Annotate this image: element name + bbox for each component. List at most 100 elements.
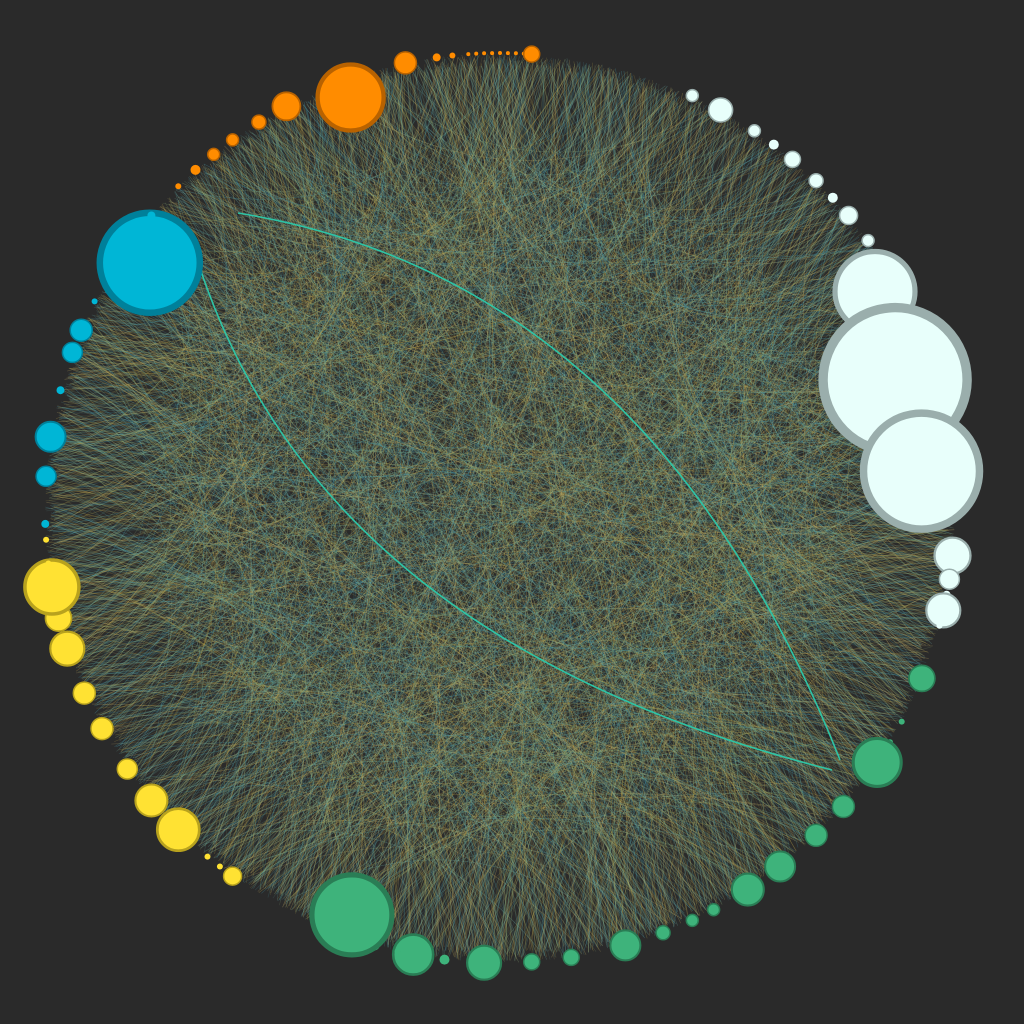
edge <box>102 243 856 710</box>
edge <box>67 391 751 884</box>
edge <box>293 108 909 330</box>
edge <box>54 208 826 528</box>
edge <box>610 107 694 948</box>
edge <box>144 129 741 312</box>
edge <box>755 524 950 822</box>
edge <box>81 62 464 685</box>
edge <box>126 706 863 772</box>
edge <box>57 217 847 489</box>
edge <box>193 311 902 829</box>
edge <box>71 374 200 718</box>
edge <box>184 751 799 843</box>
edge <box>302 778 827 910</box>
edge <box>276 60 487 895</box>
edge <box>652 109 756 877</box>
edge <box>461 56 782 193</box>
edge <box>52 190 814 438</box>
edge <box>295 111 950 556</box>
edge <box>434 301 893 946</box>
edge <box>201 164 677 917</box>
edge <box>61 87 353 592</box>
edge <box>378 66 425 935</box>
edge <box>515 60 898 320</box>
edge <box>175 194 254 862</box>
edge <box>167 197 925 651</box>
edge <box>170 232 863 805</box>
edge <box>155 225 552 947</box>
edge <box>110 647 916 724</box>
edge <box>124 617 933 750</box>
edge <box>224 143 758 259</box>
edge <box>464 307 896 952</box>
edge <box>67 59 547 372</box>
edge <box>125 742 782 850</box>
edge <box>427 71 796 839</box>
edge <box>119 709 623 942</box>
edge <box>48 101 298 488</box>
edge <box>69 628 293 890</box>
edge <box>311 95 793 263</box>
edge <box>146 773 439 950</box>
edge <box>112 342 913 725</box>
edge <box>161 64 600 238</box>
edge <box>54 598 317 915</box>
edge <box>56 60 518 580</box>
edge <box>72 140 266 652</box>
edge <box>446 731 865 959</box>
edge <box>587 69 941 487</box>
edge <box>95 64 591 331</box>
edge <box>88 317 356 931</box>
edge <box>73 378 657 935</box>
edge <box>224 130 330 859</box>
edge <box>321 90 750 172</box>
edge <box>296 111 826 824</box>
edge <box>642 527 942 928</box>
edge <box>245 139 853 288</box>
edge <box>656 524 951 926</box>
edge <box>74 66 548 380</box>
edge <box>201 173 664 926</box>
edge <box>210 163 504 950</box>
edge <box>71 293 892 643</box>
orange-node <box>251 114 267 130</box>
edge <box>452 61 883 301</box>
edge <box>105 96 680 708</box>
edge <box>66 395 507 954</box>
edge <box>55 436 848 800</box>
edge <box>411 363 922 954</box>
edge <box>618 72 946 588</box>
edge <box>115 282 696 906</box>
edge <box>205 821 520 963</box>
edge <box>96 87 653 698</box>
edge <box>99 682 785 853</box>
edge <box>175 53 518 200</box>
edge <box>574 71 930 643</box>
edge <box>665 478 943 910</box>
edge <box>72 232 852 624</box>
edge <box>756 145 941 599</box>
edge <box>264 128 749 889</box>
edge <box>155 213 700 916</box>
edge <box>99 203 832 320</box>
edge <box>379 69 815 210</box>
edge <box>423 421 945 951</box>
edge <box>58 133 740 603</box>
edge <box>54 216 845 497</box>
edge <box>82 69 395 655</box>
edge <box>86 655 833 809</box>
edge <box>123 570 940 749</box>
edge <box>238 489 948 866</box>
edge <box>170 206 229 803</box>
edge <box>59 571 690 922</box>
edge <box>87 341 213 827</box>
edge <box>52 471 812 826</box>
edge <box>522 61 712 898</box>
highlight-edge-layer <box>197 212 841 771</box>
edge <box>210 160 790 848</box>
edge <box>112 296 934 428</box>
edge <box>723 124 945 603</box>
edge <box>725 121 813 823</box>
edge <box>241 804 592 941</box>
edge <box>57 615 294 894</box>
edge <box>265 481 953 890</box>
